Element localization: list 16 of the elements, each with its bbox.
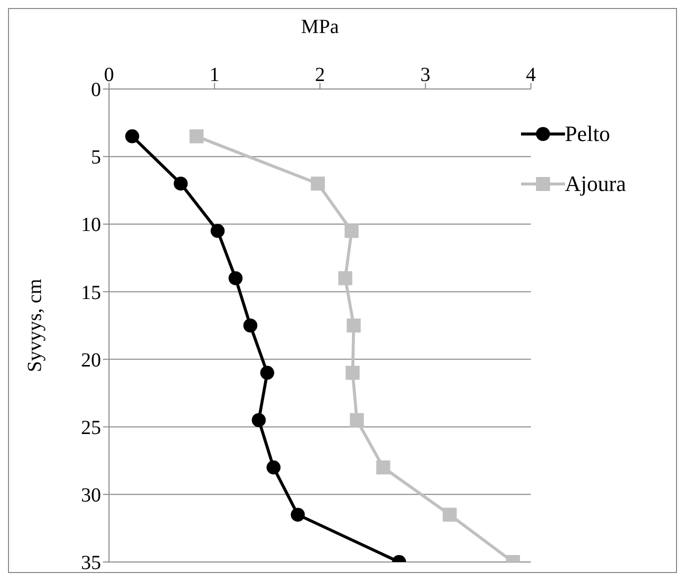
y-axis-title: Syvyys, cm [24,278,46,372]
y-tick-label: 25 [81,416,101,439]
y-tick-label: 0 [91,79,101,102]
y-tick-label: 20 [81,349,101,372]
x-tick-label: 1 [209,64,220,86]
y-tick-label: 5 [91,146,101,169]
y-tick-label: 30 [81,484,101,507]
x-tick-label: 2 [314,64,325,86]
legend-label: Pelto [564,120,610,148]
y-tick-label: 10 [81,214,101,236]
y-tick-label: 35 [81,552,101,574]
x-tick-label: 3 [420,64,430,86]
legend-label: Ajoura [564,170,626,198]
x-axis-title: MPa [301,16,339,38]
y-tick-label: 15 [81,282,101,304]
x-tick-label: 4 [526,64,536,86]
